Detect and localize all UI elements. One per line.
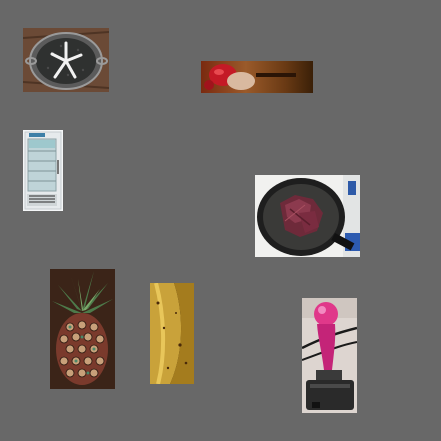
meat-in-frying-pan-icon[interactable] bbox=[255, 175, 360, 257]
banana-icon[interactable] bbox=[150, 283, 194, 384]
frying-pan-with-starfish-icon[interactable] bbox=[23, 28, 109, 92]
strawberry-closeup-icon[interactable] bbox=[201, 61, 313, 93]
glass-door-refrigerator-icon[interactable] bbox=[23, 130, 63, 211]
pineapple-icon[interactable] bbox=[50, 269, 115, 389]
pink-joystick-icon[interactable] bbox=[302, 298, 357, 413]
